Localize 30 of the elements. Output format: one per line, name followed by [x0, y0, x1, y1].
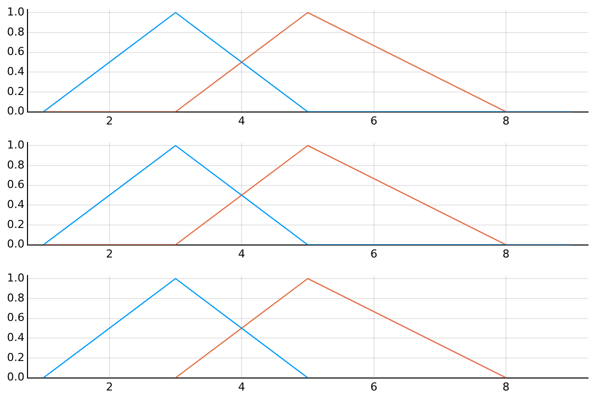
y-tick-label: 0.4 — [6, 198, 24, 211]
y-tick-label: 0.4 — [6, 64, 24, 78]
x-tick-label: 6 — [370, 380, 378, 394]
x-tick-label: 4 — [238, 247, 246, 260]
x-tick-label: 8 — [502, 114, 510, 128]
x-tick-label: 2 — [106, 380, 113, 394]
y-tick-label: 0.2 — [6, 350, 24, 364]
y-tick-label: 1.0 — [6, 5, 24, 18]
y-tick-label: 0.6 — [6, 45, 24, 58]
x-tick-label: 8 — [502, 247, 510, 260]
y-tick-label: 1.0 — [6, 138, 24, 152]
y-tick-label: 0.8 — [6, 291, 24, 304]
y-tick-label: 0.0 — [6, 238, 24, 251]
y-tick-label: 0.6 — [6, 311, 24, 324]
y-tick-label: 0.6 — [6, 178, 24, 192]
x-tick-label: 2 — [106, 114, 113, 128]
x-tick-label: 6 — [370, 247, 378, 260]
x-tick-label: 4 — [238, 114, 246, 128]
x-tick-label: 2 — [106, 247, 113, 260]
y-tick-label: 0.0 — [6, 104, 24, 118]
y-tick-label: 0.2 — [6, 218, 24, 231]
y-tick-label: 0.0 — [6, 370, 24, 384]
x-tick-label: 4 — [238, 380, 246, 394]
x-tick-label: 6 — [370, 114, 378, 128]
y-tick-label: 0.8 — [6, 25, 24, 38]
y-tick-label: 1.0 — [6, 271, 24, 284]
y-tick-label: 0.8 — [6, 158, 24, 172]
x-tick-label: 8 — [502, 380, 510, 394]
y-tick-label: 0.4 — [6, 330, 24, 344]
y-tick-label: 0.2 — [6, 84, 24, 98]
